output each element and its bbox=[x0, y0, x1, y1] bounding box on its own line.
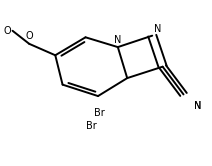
Text: Br: Br bbox=[94, 108, 105, 118]
Text: N: N bbox=[154, 24, 161, 34]
Text: O: O bbox=[25, 31, 33, 41]
Text: N: N bbox=[194, 101, 202, 111]
Text: N: N bbox=[194, 101, 202, 111]
Text: N: N bbox=[114, 35, 121, 45]
Text: Br: Br bbox=[86, 121, 97, 131]
Text: O: O bbox=[3, 26, 11, 36]
